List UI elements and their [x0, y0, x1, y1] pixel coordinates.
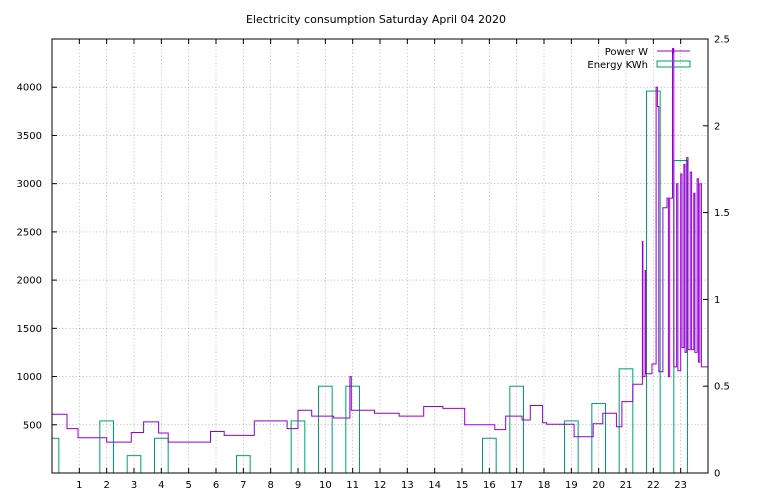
energy-bar: [509, 385, 525, 474]
x-tick-label: 5: [185, 480, 191, 491]
y-left-tick-label: 3000: [17, 179, 42, 190]
y-left-tick-label: 1500: [17, 324, 42, 335]
y-right-tick-label: 2.5: [714, 35, 730, 46]
power-series-line: [52, 48, 708, 443]
x-tick-label: 3: [131, 480, 137, 491]
energy-bar: [318, 385, 333, 474]
x-tick-label: 21: [620, 480, 633, 491]
x-tick-label: 2: [103, 480, 109, 491]
legend-label-power: Power W: [605, 47, 648, 58]
x-tick-label: 14: [428, 480, 441, 491]
x-tick-label: 1: [76, 480, 82, 491]
x-tick-label: 7: [240, 480, 246, 491]
x-tick-label: 18: [538, 480, 551, 491]
y-left-tick-label: 2000: [17, 276, 42, 287]
axes-layer: 1 2 3 4 5 6 7 8 9 10 11 12 13 14 15 16 17 18 19 20 21 22 23500…: [17, 35, 730, 492]
legend-swatch-energy: [656, 60, 691, 68]
x-tick-label: 6: [213, 480, 219, 491]
y-left-tick-label: 500: [23, 420, 42, 431]
legend-label-energy: Energy KWh: [587, 60, 648, 71]
x-tick-label: 19: [565, 480, 578, 491]
energy-bars-layer: [51, 90, 688, 474]
y-left-tick-label: 4000: [17, 83, 42, 94]
x-tick-label: 4: [158, 480, 164, 491]
x-tick-label: 10: [319, 480, 332, 491]
x-tick-label: 20: [592, 480, 605, 491]
energy-bar: [51, 437, 60, 474]
x-tick-label: 22: [647, 480, 660, 491]
power-line-layer: [52, 48, 708, 443]
chart-title: Electricity consumption Saturday April 0…: [246, 13, 506, 26]
x-tick-label: 9: [295, 480, 301, 491]
legend: Power W Energy KWh: [587, 47, 691, 71]
y-right-tick-label: 0.5: [714, 382, 730, 393]
x-tick-label: 13: [401, 480, 414, 491]
x-tick-label: 15: [456, 480, 469, 491]
y-left-tick-label: 2500: [17, 227, 42, 238]
y-right-tick-label: 0: [714, 469, 720, 480]
energy-bar: [345, 385, 361, 474]
x-tick-label: 11: [346, 480, 359, 491]
y-right-tick-label: 1: [714, 295, 720, 306]
x-tick-label: 12: [374, 480, 387, 491]
x-tick-label: 23: [674, 480, 687, 491]
y-right-tick-label: 2: [714, 121, 720, 132]
x-tick-label: 8: [267, 480, 273, 491]
y-left-tick-label: 1000: [17, 372, 42, 383]
y-right-tick-label: 1.5: [714, 208, 730, 219]
x-tick-label: 16: [483, 480, 496, 491]
y-left-tick-label: 3500: [17, 131, 42, 142]
grid-layer: [52, 39, 708, 473]
x-tick-label: 17: [510, 480, 523, 491]
